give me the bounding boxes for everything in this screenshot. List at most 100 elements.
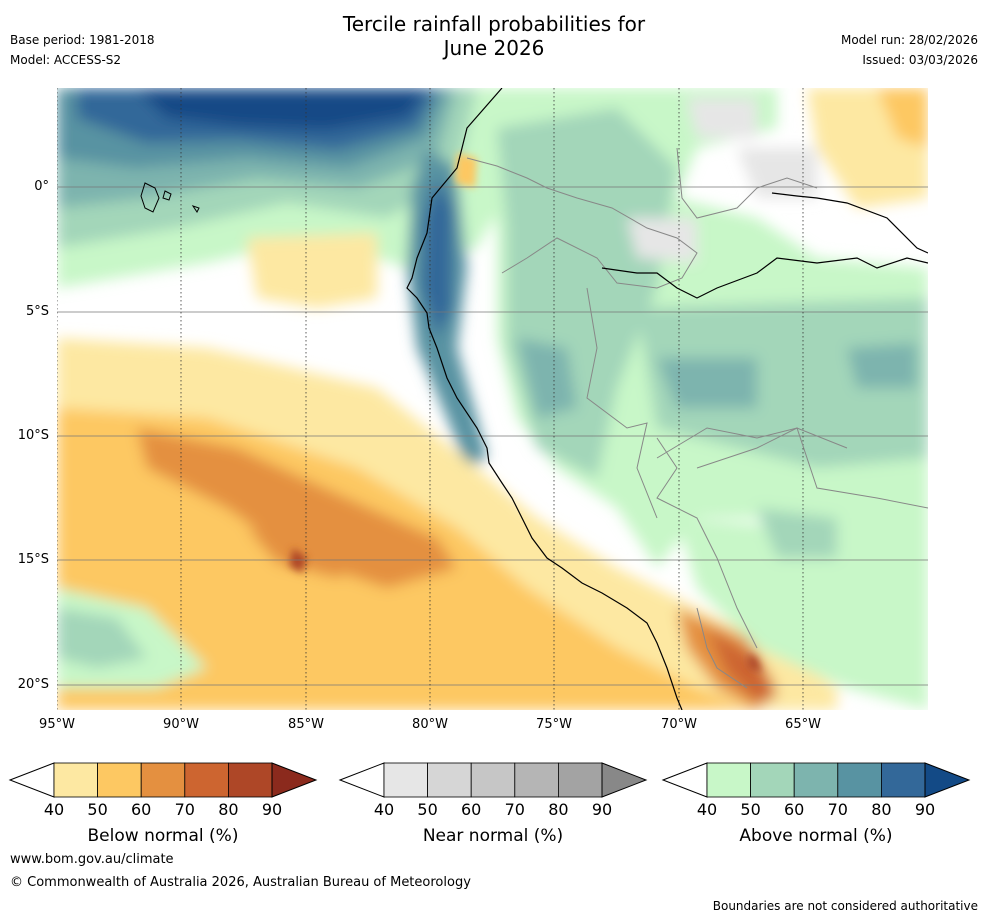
border-peru-bolivia xyxy=(656,437,758,649)
colorbar-near-tick: 60 xyxy=(461,800,482,819)
lon-label-65w: 65°W xyxy=(785,717,821,732)
above-40-bolivia xyxy=(677,518,928,710)
colorbar-near-cell xyxy=(427,762,472,798)
below-50-ne xyxy=(877,88,928,148)
below-50-galapagos-east xyxy=(455,153,477,188)
colorbar-near-tick: 50 xyxy=(417,800,438,819)
colorbar-near-extend-low xyxy=(338,762,385,798)
colorbar-above-cell xyxy=(837,762,882,798)
lat-label-20s: 20°S xyxy=(17,677,49,692)
model-info: Base period: 1981-2018 Model: ACCESS-S2 xyxy=(10,30,155,70)
colorbar-below-tick: 80 xyxy=(218,800,239,819)
footer-url[interactable]: www.bom.gov.au/climate xyxy=(10,852,174,867)
country-borders xyxy=(466,147,928,689)
border-brazil-peru-east xyxy=(656,427,848,459)
colorbar-near-tick: 80 xyxy=(548,800,569,819)
below-80-spot xyxy=(289,548,307,573)
colorbar-near-tick: 90 xyxy=(591,800,613,819)
near-40-colombia xyxy=(627,218,697,263)
colorbar-near-label: Near normal (%) xyxy=(422,826,564,846)
colorbar-above-cell xyxy=(793,762,839,798)
pacific-coastline xyxy=(406,88,683,710)
colorbar-above-extend-high xyxy=(924,762,971,798)
base-period: Base period: 1981-2018 xyxy=(10,33,155,47)
above-50-bolivia xyxy=(757,508,837,558)
amazon-river xyxy=(601,257,928,299)
border-peru-brazil xyxy=(586,287,658,519)
colorbar-above-tick: 70 xyxy=(827,800,848,819)
below-60-south xyxy=(137,428,457,588)
below-60-south-2 xyxy=(247,528,357,578)
colorbar-below-tick: 90 xyxy=(261,800,283,819)
colorbar-above-tick: 60 xyxy=(784,800,805,819)
lat-label-5s: 5°S xyxy=(25,304,49,319)
near-40-venezuela xyxy=(737,148,817,198)
below-40-north xyxy=(247,233,377,308)
map-canvas xyxy=(57,88,928,710)
probability-map xyxy=(57,88,928,710)
lat-label-10s: 10°S xyxy=(17,428,49,443)
lat-label-0: 0° xyxy=(34,179,49,194)
colorbar-near-tick: 70 xyxy=(504,800,525,819)
colorbar-near-tick: 40 xyxy=(373,800,395,819)
above-50-sw xyxy=(57,608,147,668)
san-cristobal-island xyxy=(191,205,200,213)
isabela-island xyxy=(140,182,160,213)
colorbar-below xyxy=(8,762,318,798)
model-name: Model: ACCESS-S2 xyxy=(10,53,122,67)
lon-label-90w: 90°W xyxy=(163,717,199,732)
colorbar-near-cell xyxy=(558,762,603,798)
colorbar-near xyxy=(338,762,648,798)
colorbar-above-cell xyxy=(706,762,751,798)
colorbar-below-cell xyxy=(53,762,98,798)
colorbar-above-cell xyxy=(750,762,795,798)
colorbar-near-cell xyxy=(514,762,559,798)
map-grid xyxy=(57,186,928,686)
colorbar-below-label: Below normal (%) xyxy=(87,826,239,846)
colorbar-below-tick: 40 xyxy=(43,800,65,819)
colorbar-above-tick: 80 xyxy=(871,800,892,819)
above-50-amazon xyxy=(637,298,928,468)
above-60-east xyxy=(847,343,917,388)
above-90-nw xyxy=(137,88,427,130)
above-60-peru xyxy=(517,338,577,418)
colorbar-above-tick: 90 xyxy=(914,800,936,819)
colorbar-near-cell xyxy=(470,762,516,798)
colorbar-above-label: Above normal (%) xyxy=(739,826,893,846)
colorbar-below-cell xyxy=(184,762,229,798)
footer-copyright: © Commonwealth of Australia 2026, Austra… xyxy=(10,875,471,890)
lat-label-15s: 15°S xyxy=(17,552,49,567)
border-bolivia-brazil xyxy=(696,427,928,509)
lon-label-70w: 70°W xyxy=(661,717,697,732)
boundary-disclaimer: Boundaries are not considered authoritat… xyxy=(712,899,978,913)
colorbar-above-cell xyxy=(881,762,926,798)
colorbar-below-tick: 50 xyxy=(87,800,108,819)
near-40-north xyxy=(687,98,757,138)
orinoco-river xyxy=(771,192,928,254)
lon-label-85w: 85°W xyxy=(288,717,324,732)
border-ecuador-colombia-peru xyxy=(466,157,698,289)
border-colombia-venezuela xyxy=(676,147,818,219)
colorbar-below-cell xyxy=(140,762,186,798)
coastlines xyxy=(406,88,928,710)
lon-label-80w: 80°W xyxy=(412,717,448,732)
colorbar-above-tick: 40 xyxy=(696,800,718,819)
lon-label-75w: 75°W xyxy=(536,717,572,732)
run-info: Model run: 28/02/2026 Issued: 03/03/2026 xyxy=(841,30,978,70)
colorbar-above-extend-low xyxy=(661,762,708,798)
title-line-2: June 2026 xyxy=(443,36,545,60)
colorbar-near-extend-high xyxy=(601,762,648,798)
colorbars xyxy=(8,762,971,798)
map-title: Tercile rainfall probabilities for June … xyxy=(0,12,988,60)
title-line-1: Tercile rainfall probabilities for xyxy=(342,12,646,36)
colorbar-below-tick: 70 xyxy=(174,800,195,819)
colorbar-below-extend-low xyxy=(8,762,55,798)
colorbar-above-tick: 50 xyxy=(740,800,761,819)
colorbar-above xyxy=(661,762,971,798)
colorbar-below-cell xyxy=(97,762,142,798)
lon-label-95w: 95°W xyxy=(39,717,75,732)
probability-fields xyxy=(57,88,928,710)
above-60-amazon xyxy=(657,358,757,408)
colorbar-below-tick: 60 xyxy=(131,800,152,819)
colorbar-near-cell xyxy=(383,762,428,798)
